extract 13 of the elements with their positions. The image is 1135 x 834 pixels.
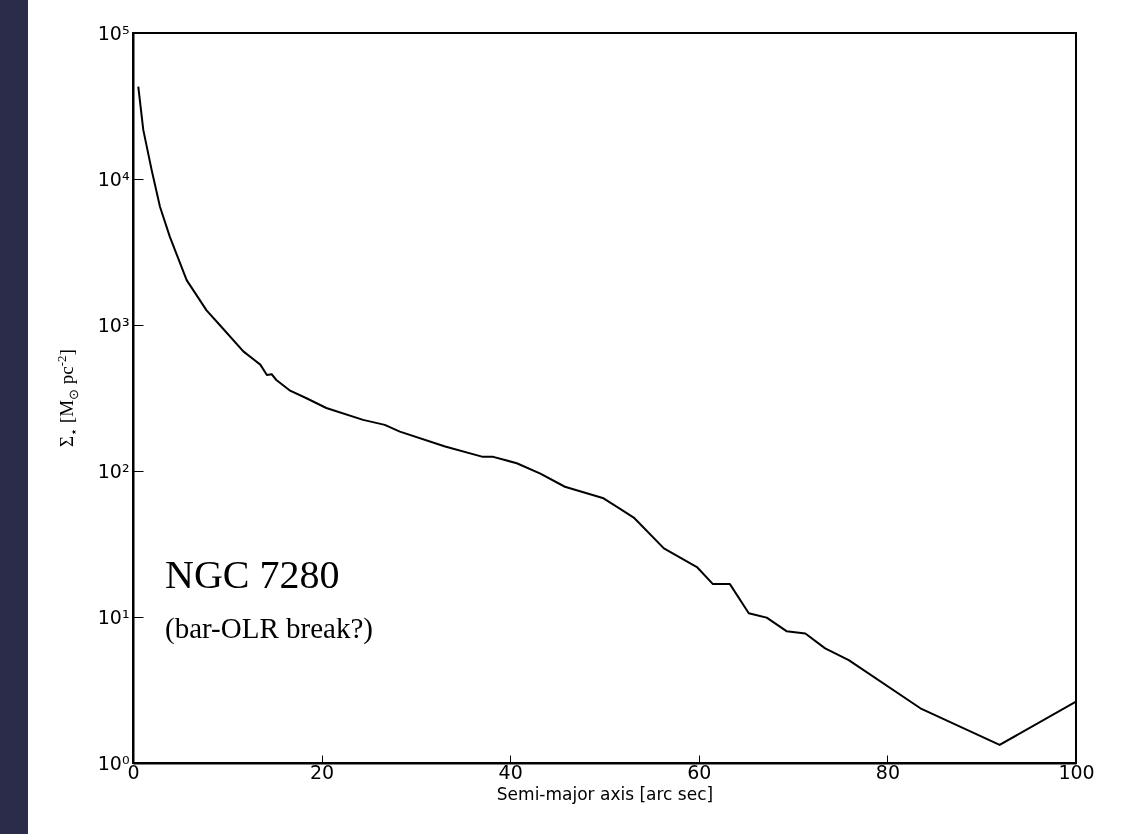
y-tick-label: 10¹ [97,605,130,628]
y-tick-label: 10⁴ [97,167,130,190]
y-tick-label: 10² [97,459,130,482]
y-tick-label: 10³ [97,313,130,336]
y-tick-label: 10⁵ [97,21,130,44]
x-axis-title: Semi-major axis [arc sec] [496,783,714,804]
annotation: (bar-OLR break?) [165,612,373,645]
annotation: NGC 7280 [165,552,340,597]
x-tick-label: 80 [875,760,900,783]
x-tick-label: 20 [310,760,335,783]
x-tick-label: 40 [498,760,523,783]
x-tick-label: 60 [687,760,712,783]
x-tick-label: 100 [1058,760,1095,783]
